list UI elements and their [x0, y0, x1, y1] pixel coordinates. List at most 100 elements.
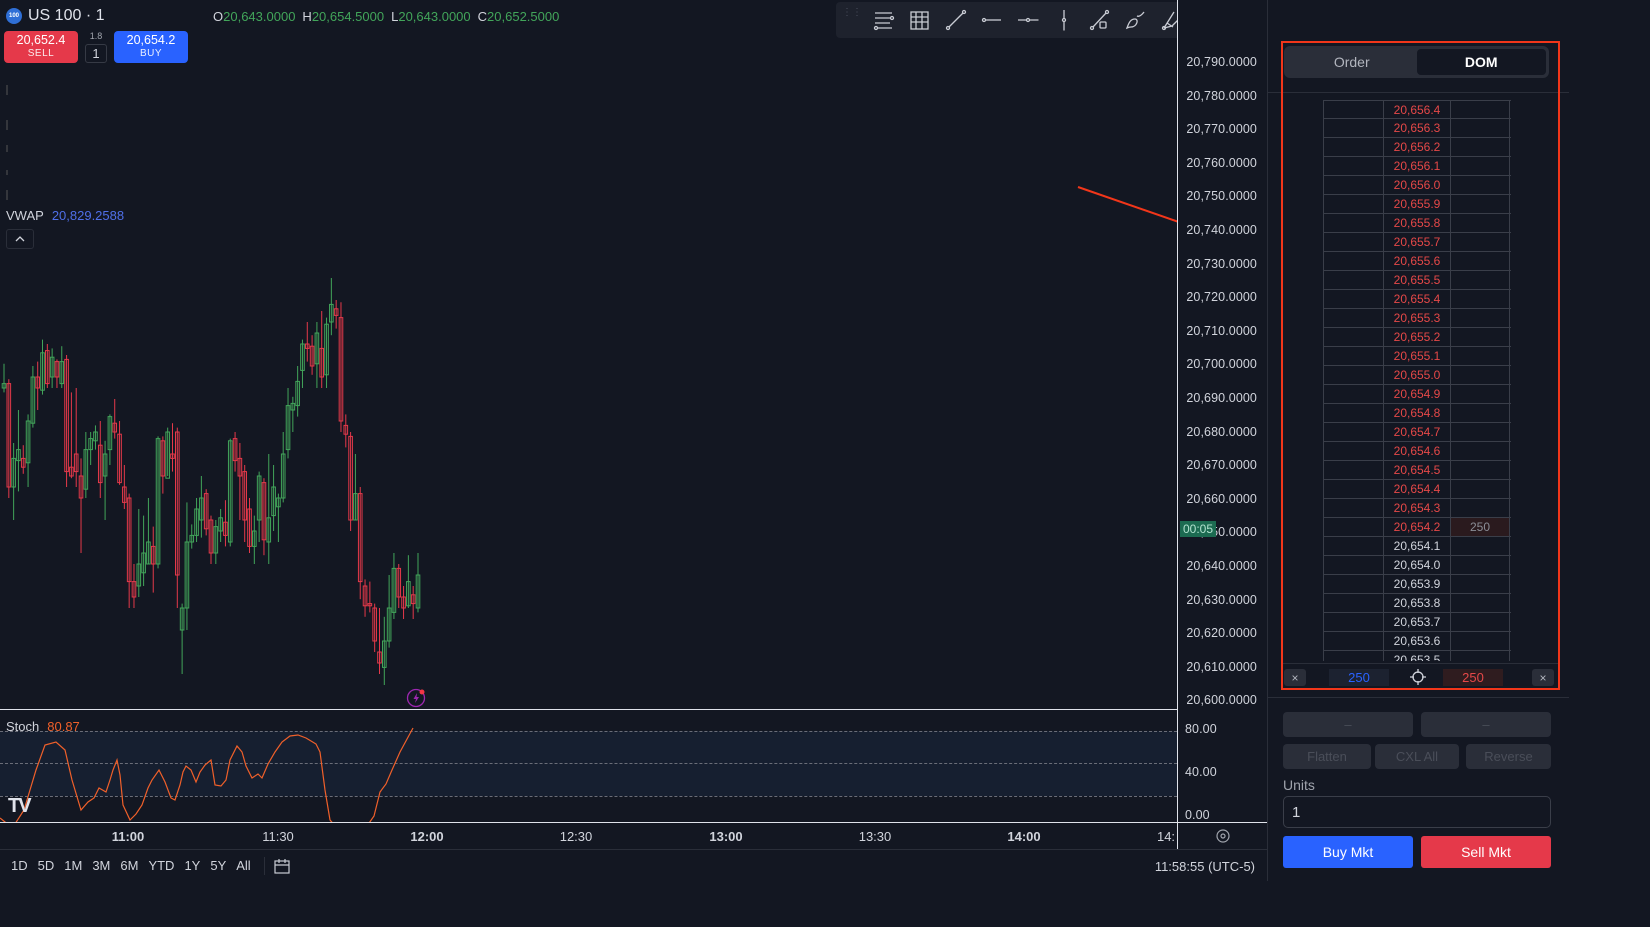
tab-dom[interactable]: DOM	[1416, 49, 1546, 75]
dom-bid-cell[interactable]	[1323, 499, 1383, 517]
dom-row[interactable]: 20,653.5	[1323, 651, 1511, 661]
dom-ask-cell[interactable]	[1450, 404, 1510, 422]
dom-bid-cell[interactable]	[1323, 176, 1383, 194]
dom-ask-cell[interactable]	[1450, 138, 1510, 156]
center-crosshair-icon[interactable]	[1409, 668, 1427, 686]
dom-bid-cell[interactable]	[1323, 480, 1383, 498]
cancel-asks-button[interactable]: ×	[1532, 669, 1554, 686]
dom-ask-cell[interactable]	[1450, 575, 1510, 593]
dom-row[interactable]: 20,655.2	[1323, 328, 1511, 347]
dom-bid-cell[interactable]	[1323, 594, 1383, 612]
dom-row[interactable]: 20,656.2	[1323, 138, 1511, 157]
dom-ask-cell[interactable]	[1450, 480, 1510, 498]
dom-row[interactable]: 20,654.2 250	[1323, 518, 1511, 537]
range-button-5d[interactable]: 5D	[37, 858, 55, 873]
dom-bid-cell[interactable]	[1323, 366, 1383, 384]
dom-bid-cell[interactable]	[1323, 575, 1383, 593]
dom-ask-cell[interactable]	[1450, 214, 1510, 232]
symbol-name[interactable]: US 100 · 1	[28, 7, 105, 24]
range-button-1m[interactable]: 1M	[64, 858, 83, 873]
dom-row[interactable]: 20,654.0	[1323, 556, 1511, 575]
alert-lightning-icon[interactable]	[406, 687, 428, 709]
dom-ask-cell[interactable]: 250	[1450, 518, 1510, 536]
dom-bid-cell[interactable]	[1323, 252, 1383, 270]
dom-bid-cell[interactable]	[1323, 385, 1383, 403]
units-input[interactable]	[1283, 796, 1551, 828]
dom-row[interactable]: 20,656.4	[1323, 100, 1511, 119]
range-button-6m[interactable]: 6M	[120, 858, 139, 873]
dom-bid-cell[interactable]	[1323, 195, 1383, 213]
dom-ask-cell[interactable]	[1450, 366, 1510, 384]
range-button-ytd[interactable]: YTD	[148, 858, 175, 873]
dom-ask-cell[interactable]	[1450, 461, 1510, 479]
dom-bid-cell[interactable]	[1323, 119, 1383, 137]
dom-ask-cell[interactable]	[1450, 271, 1510, 289]
dom-ladder[interactable]: 20,656.4 20,656.3 20,656.2 20,656.1 20,656.0…	[1323, 100, 1511, 661]
vwap-legend[interactable]: VWAP 20,829.2588	[6, 208, 124, 223]
reverse-button[interactable]: Reverse	[1466, 744, 1551, 769]
tradingview-logo-icon[interactable]: TV	[8, 795, 32, 817]
dom-row[interactable]: 20,653.6	[1323, 632, 1511, 651]
grid-tool[interactable]	[902, 2, 938, 38]
range-button-3m[interactable]: 3M	[92, 858, 111, 873]
calendar-goto-icon[interactable]	[273, 857, 291, 875]
quantity-input[interactable]: 1	[85, 44, 107, 63]
stoch-legend[interactable]: Stoch 80.87	[6, 719, 80, 734]
dom-row[interactable]: 20,654.7	[1323, 423, 1511, 442]
dom-ask-cell[interactable]	[1450, 328, 1510, 346]
axis-settings[interactable]	[1177, 822, 1267, 849]
range-button-1d[interactable]: 1D	[11, 858, 28, 873]
range-button-1y[interactable]: 1Y	[184, 858, 201, 873]
dom-bid-cell[interactable]	[1323, 309, 1383, 327]
vertical-line-tool[interactable]	[1046, 2, 1082, 38]
dom-row[interactable]: 20,655.4	[1323, 290, 1511, 309]
horizontal-lines-tool[interactable]	[866, 2, 902, 38]
dom-bid-cell[interactable]	[1323, 423, 1383, 441]
dom-ask-cell[interactable]	[1450, 101, 1510, 118]
dom-row[interactable]: 20,654.3	[1323, 499, 1511, 518]
dom-row[interactable]: 20,655.1	[1323, 347, 1511, 366]
dom-row[interactable]: 20,653.8	[1323, 594, 1511, 613]
trend-line-tool[interactable]	[938, 2, 974, 38]
dom-row[interactable]: 20,654.5	[1323, 461, 1511, 480]
dom-row[interactable]: 20,654.8	[1323, 404, 1511, 423]
dom-bid-cell[interactable]	[1323, 632, 1383, 650]
dom-ask-cell[interactable]	[1450, 157, 1510, 175]
dom-row[interactable]: 20,654.9	[1323, 385, 1511, 404]
dom-row[interactable]: 20,654.6	[1323, 442, 1511, 461]
price-axis[interactable]: 20,790.0000 20,780.0000 20,770.0000 20,760.…	[1177, 0, 1267, 822]
horizontal-line-tool[interactable]	[1010, 2, 1046, 38]
dom-ask-cell[interactable]	[1450, 499, 1510, 517]
dom-bid-cell[interactable]	[1323, 518, 1383, 536]
dom-bid-cell[interactable]	[1323, 404, 1383, 422]
dom-bid-cell[interactable]	[1323, 290, 1383, 308]
drag-handle-icon[interactable]: ⋮⋮	[842, 7, 862, 18]
dom-row[interactable]: 20,653.7	[1323, 613, 1511, 632]
dom-bid-cell[interactable]	[1323, 214, 1383, 232]
dom-ask-cell[interactable]	[1450, 442, 1510, 460]
dom-row[interactable]: 20,653.9	[1323, 575, 1511, 594]
range-button-all[interactable]: All	[236, 858, 251, 873]
dom-row[interactable]: 20,656.3	[1323, 119, 1511, 138]
time-axis[interactable]: 11:00 11:30 12:00 12:30 13:00 13:30 14:00 14:	[0, 822, 1177, 849]
dom-ask-cell[interactable]	[1450, 613, 1510, 631]
cancel-bids-button[interactable]: ×	[1284, 669, 1306, 686]
dom-ask-cell[interactable]	[1450, 556, 1510, 574]
dom-ask-cell[interactable]	[1450, 233, 1510, 251]
dom-row[interactable]: 20,655.0	[1323, 366, 1511, 385]
buy-button[interactable]: 20,654.2 BUY	[114, 31, 188, 63]
dom-bid-cell[interactable]	[1323, 233, 1383, 251]
position-button-left[interactable]: –	[1283, 712, 1413, 737]
dom-bid-cell[interactable]	[1323, 101, 1383, 118]
dom-bid-cell[interactable]	[1323, 651, 1383, 661]
dom-bid-cell[interactable]	[1323, 271, 1383, 289]
horizontal-ray-tool[interactable]	[974, 2, 1010, 38]
dom-row[interactable]: 20,654.1	[1323, 537, 1511, 556]
dom-ask-cell[interactable]	[1450, 594, 1510, 612]
dom-bid-cell[interactable]	[1323, 613, 1383, 631]
dom-row[interactable]: 20,655.5	[1323, 271, 1511, 290]
cancel-all-button[interactable]: CXL All	[1375, 744, 1459, 769]
symbol-legend[interactable]: 100 US 100 · 1	[6, 7, 104, 25]
dom-ask-cell[interactable]	[1450, 537, 1510, 555]
chart-area[interactable]: 100 US 100 · 1 O20,643.0000 H20,654.5000…	[0, 0, 1567, 822]
